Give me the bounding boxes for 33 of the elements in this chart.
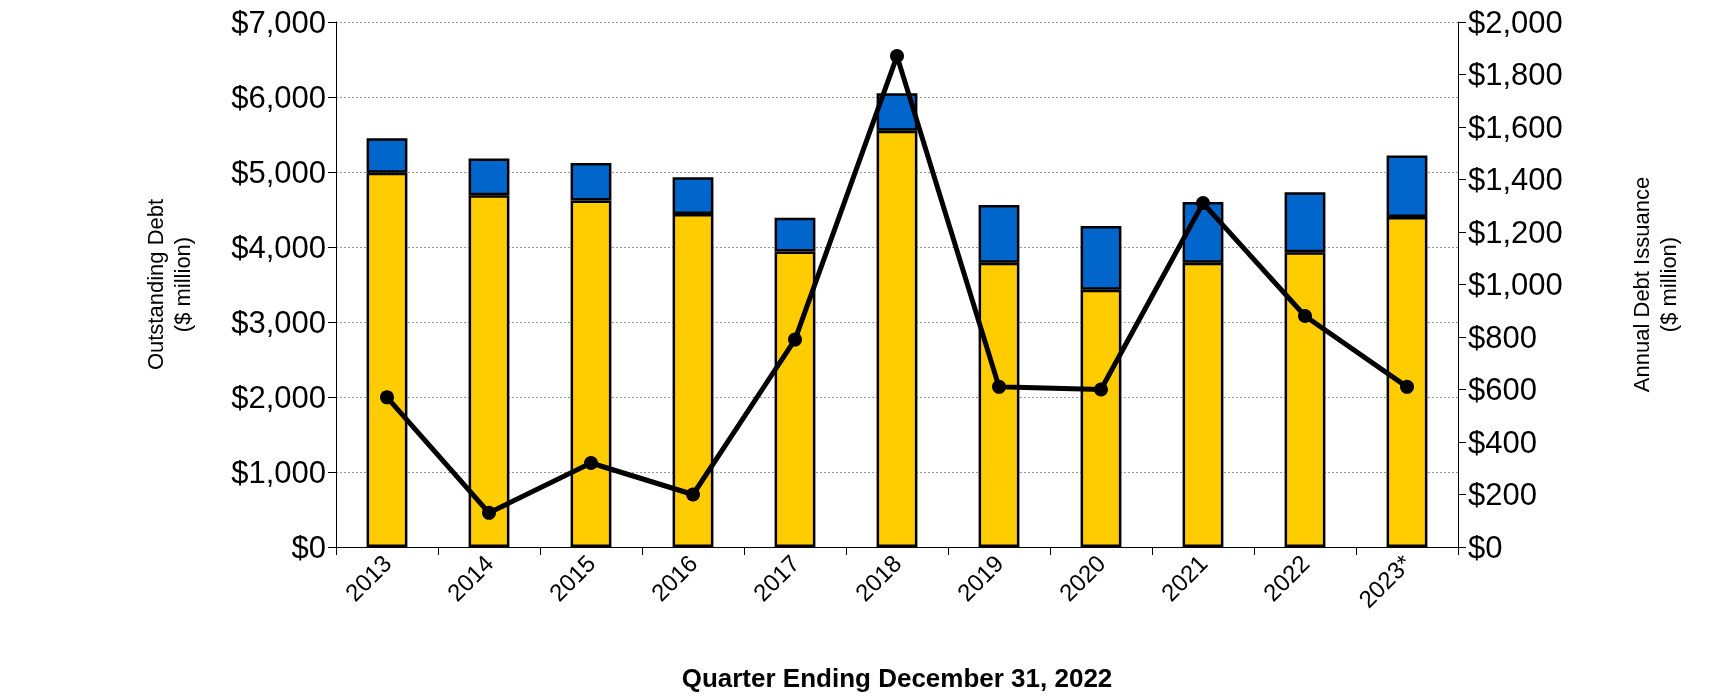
y-tick-label: $5,000 <box>231 154 326 190</box>
y-tick-label: $0 <box>291 529 326 565</box>
y-tick-label: $3,000 <box>231 304 326 340</box>
point <box>380 390 394 405</box>
y-tick-label: $2,000 <box>231 379 326 415</box>
y-tick-label: $4,000 <box>231 229 326 265</box>
point <box>992 379 1006 394</box>
point <box>1094 382 1108 397</box>
y2-tick-label: $1,000 <box>1468 267 1563 302</box>
y2-tick-label: $1,200 <box>1468 214 1563 250</box>
y-axis-title: Outstanding Debt ($ million) <box>143 198 195 371</box>
y2-tick-label: $200 <box>1468 477 1537 512</box>
y2-tick-label: $1,600 <box>1468 109 1563 145</box>
y-tick-label: $1,000 <box>231 454 326 490</box>
y2-tick-label: $800 <box>1468 319 1537 355</box>
point <box>1298 309 1312 323</box>
y2-tick-label: $2,000 <box>1468 4 1563 40</box>
point <box>482 505 496 520</box>
point <box>1196 196 1210 211</box>
y2-tick-label: $0 <box>1468 529 1503 565</box>
point <box>584 456 598 470</box>
y2-tick-label: $1,800 <box>1468 57 1563 92</box>
y2-axis-title: Annual Debt Issuance ($ million) <box>1629 176 1681 393</box>
point <box>890 49 904 64</box>
x-axis-title: Quarter Ending December 31, 2022 <box>681 663 1113 693</box>
point <box>788 332 802 347</box>
y2-tick-label: $600 <box>1468 372 1537 407</box>
y-tick-label: $6,000 <box>231 79 326 115</box>
y2-tick-label: $400 <box>1468 424 1537 460</box>
point <box>1400 379 1414 394</box>
point <box>686 487 700 502</box>
y2-tick-label: $1,400 <box>1468 162 1563 197</box>
y-tick-label: $7,000 <box>231 4 326 40</box>
